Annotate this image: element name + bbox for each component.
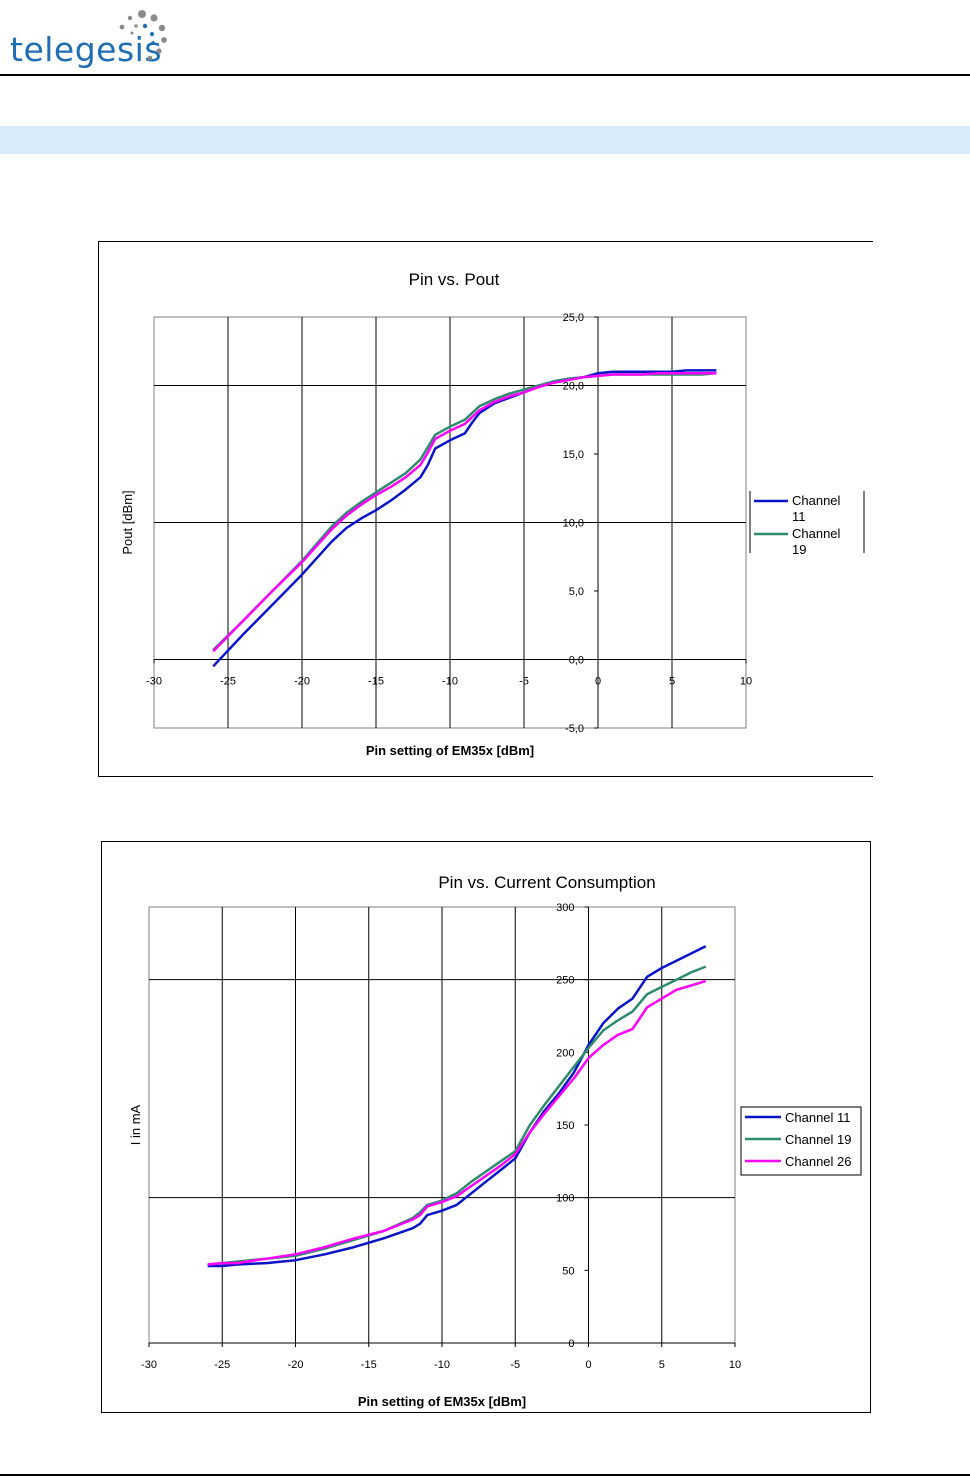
y-tick-label: 50 [562, 1265, 574, 1277]
y-tick-label: 150 [556, 1120, 574, 1132]
series-line [212, 371, 717, 653]
x-tick-label: -25 [220, 676, 236, 688]
y-tick-label: 10,0 [563, 518, 584, 530]
x-tick-label: -10 [434, 1359, 450, 1371]
y-axis-title: Pout [dBm] [120, 490, 135, 554]
y-tick-label: 200 [556, 1047, 574, 1059]
legend-box [740, 1106, 862, 1176]
y-tick-label: -5,0 [565, 723, 584, 735]
footer-rule [0, 1474, 970, 1476]
legend-label: 11 [792, 509, 806, 524]
y-axis-title: I in mA [128, 1104, 143, 1145]
x-tick-label: 10 [740, 676, 752, 688]
header-rule [0, 74, 970, 76]
chart-pin-vs-current-svg: 0 50 100 150 200 250 300 -30 -25 -20 -15 -10 -5 0 5 10 P… [128, 873, 862, 1409]
series-line [207, 965, 707, 1266]
telegesis-logo-icon [119, 10, 167, 61]
x-tick-label: 0 [585, 1359, 591, 1371]
chart-pin-vs-pout: -5,0 0,0 5,0 10,0 15,0 20,0 25,0 -30 -25 -20 -15 -1… [98, 241, 873, 777]
chart-title: Pin vs. Pout [409, 270, 500, 289]
legend-label: Channel 19 [785, 1132, 852, 1147]
x-axis-title: Pin setting of EM35x [dBm] [366, 743, 534, 758]
x-tick-label: -5 [510, 1359, 520, 1371]
section-band [0, 126, 970, 154]
legend-label: Channel 26 [785, 1154, 852, 1169]
y-tick-label: 20,0 [563, 381, 584, 393]
x-tick-label: -15 [361, 1359, 377, 1371]
x-tick-label: -10 [442, 676, 458, 688]
y-tick-label: 0,0 [569, 655, 584, 667]
x-tick-label: -20 [294, 676, 310, 688]
x-tick-label: 5 [659, 1359, 665, 1371]
y-tick-label: 0 [568, 1338, 574, 1350]
x-tick-label: -30 [141, 1359, 157, 1371]
x-tick-label: -20 [288, 1359, 304, 1371]
series-line [207, 945, 707, 1268]
series-line [212, 369, 717, 668]
x-tick-label: 5 [669, 676, 675, 688]
series-line [207, 979, 707, 1266]
chart-title: Pin vs. Current Consumption [438, 873, 655, 892]
y-tick-label: 300 [556, 902, 574, 914]
telegesis-logo-text: telegesis [10, 30, 163, 69]
legend-label: Channel [792, 526, 841, 541]
x-tick-label: -5 [519, 676, 529, 688]
legend-label: Channel [792, 493, 841, 508]
y-tick-label: 5,0 [569, 586, 584, 598]
legend-label: 19 [792, 542, 806, 557]
chart-pin-vs-current: 0 50 100 150 200 250 300 -30 -25 -20 -15 -10 -5 0 5 10 P… [101, 841, 871, 1413]
legend-label: Channel 11 [785, 1110, 851, 1125]
x-tick-label: 0 [595, 676, 601, 688]
page-header: telegesis [0, 0, 970, 76]
y-tick-label: 15,0 [563, 449, 584, 461]
y-tick-label: 100 [556, 1193, 574, 1205]
x-tick-label: -25 [214, 1359, 230, 1371]
chart-pin-vs-pout-svg: -5,0 0,0 5,0 10,0 15,0 20,0 25,0 -30 -25 -20 -15 -1… [120, 270, 865, 758]
y-tick-label: 25,0 [563, 312, 584, 324]
x-tick-label: -30 [146, 676, 162, 688]
x-tick-label: 10 [729, 1359, 741, 1371]
x-axis-title: Pin setting of EM35x [dBm] [358, 1394, 526, 1409]
x-tick-label: -15 [368, 676, 384, 688]
y-tick-label: 250 [556, 975, 574, 987]
